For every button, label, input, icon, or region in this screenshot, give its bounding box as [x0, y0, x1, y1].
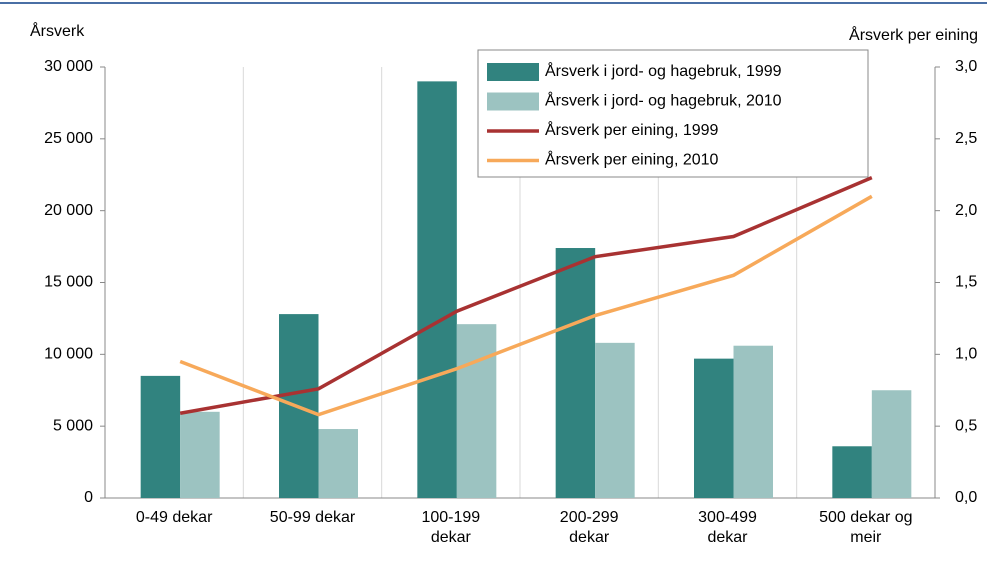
x-tick-label: 0-49 dekar — [135, 509, 213, 526]
bar — [871, 390, 912, 498]
bar — [595, 342, 635, 498]
y2-tick-label: 1,5 — [955, 274, 977, 291]
y-tick-label: 20 000 — [44, 202, 93, 219]
x-tick-label: 200-299 dekar — [559, 509, 619, 546]
legend-label: Årsverk per eining, 1999 — [545, 120, 719, 139]
y2-tick-label: 1,0 — [955, 346, 977, 363]
x-tick-label: 50-99 dekar — [269, 509, 356, 526]
legend-label: Årsverk per eining, 2010 — [545, 150, 719, 169]
line — [179, 176, 873, 415]
y2-tick-label: 2,0 — [955, 202, 977, 219]
legend-swatch — [487, 63, 539, 81]
y2-tick-label: 0,5 — [955, 417, 977, 434]
line — [179, 194, 873, 417]
bar — [733, 345, 773, 498]
y-tick-label: 25 000 — [44, 130, 93, 147]
y2-tick-label: 0,0 — [955, 489, 977, 506]
x-tick-label: 300-499 dekar — [698, 509, 757, 546]
bar — [417, 81, 457, 498]
y-tick-label: 15 000 — [44, 274, 93, 291]
y-tick-label: 10 000 — [44, 346, 93, 363]
bar — [140, 375, 181, 498]
x-tick-label: 100-199 dekar — [421, 509, 481, 546]
y-axis-title: Årsverk — [30, 21, 85, 40]
legend-swatch — [487, 92, 539, 111]
x-tick-label: 500 dekar og meir — [819, 509, 913, 546]
y-tick-label: 5 000 — [53, 417, 93, 434]
y2-tick-label: 3,0 — [955, 58, 977, 75]
bar — [694, 358, 734, 498]
bar — [555, 248, 596, 498]
bar — [318, 429, 358, 498]
bar — [456, 324, 497, 498]
legend-box — [477, 49, 869, 178]
y-tick-label: 30 000 — [44, 58, 93, 75]
y2-tick-label: 2,5 — [955, 130, 977, 147]
y2-axis-title: Årsverk per eining — [849, 25, 978, 44]
legend-label: Årsverk i jord- og hagebruk, 2010 — [545, 91, 782, 110]
bar — [180, 411, 220, 498]
bar — [832, 446, 872, 498]
y-tick-label: 0 — [84, 489, 93, 506]
legend-label: Årsverk i jord- og hagebruk, 1999 — [545, 61, 782, 80]
